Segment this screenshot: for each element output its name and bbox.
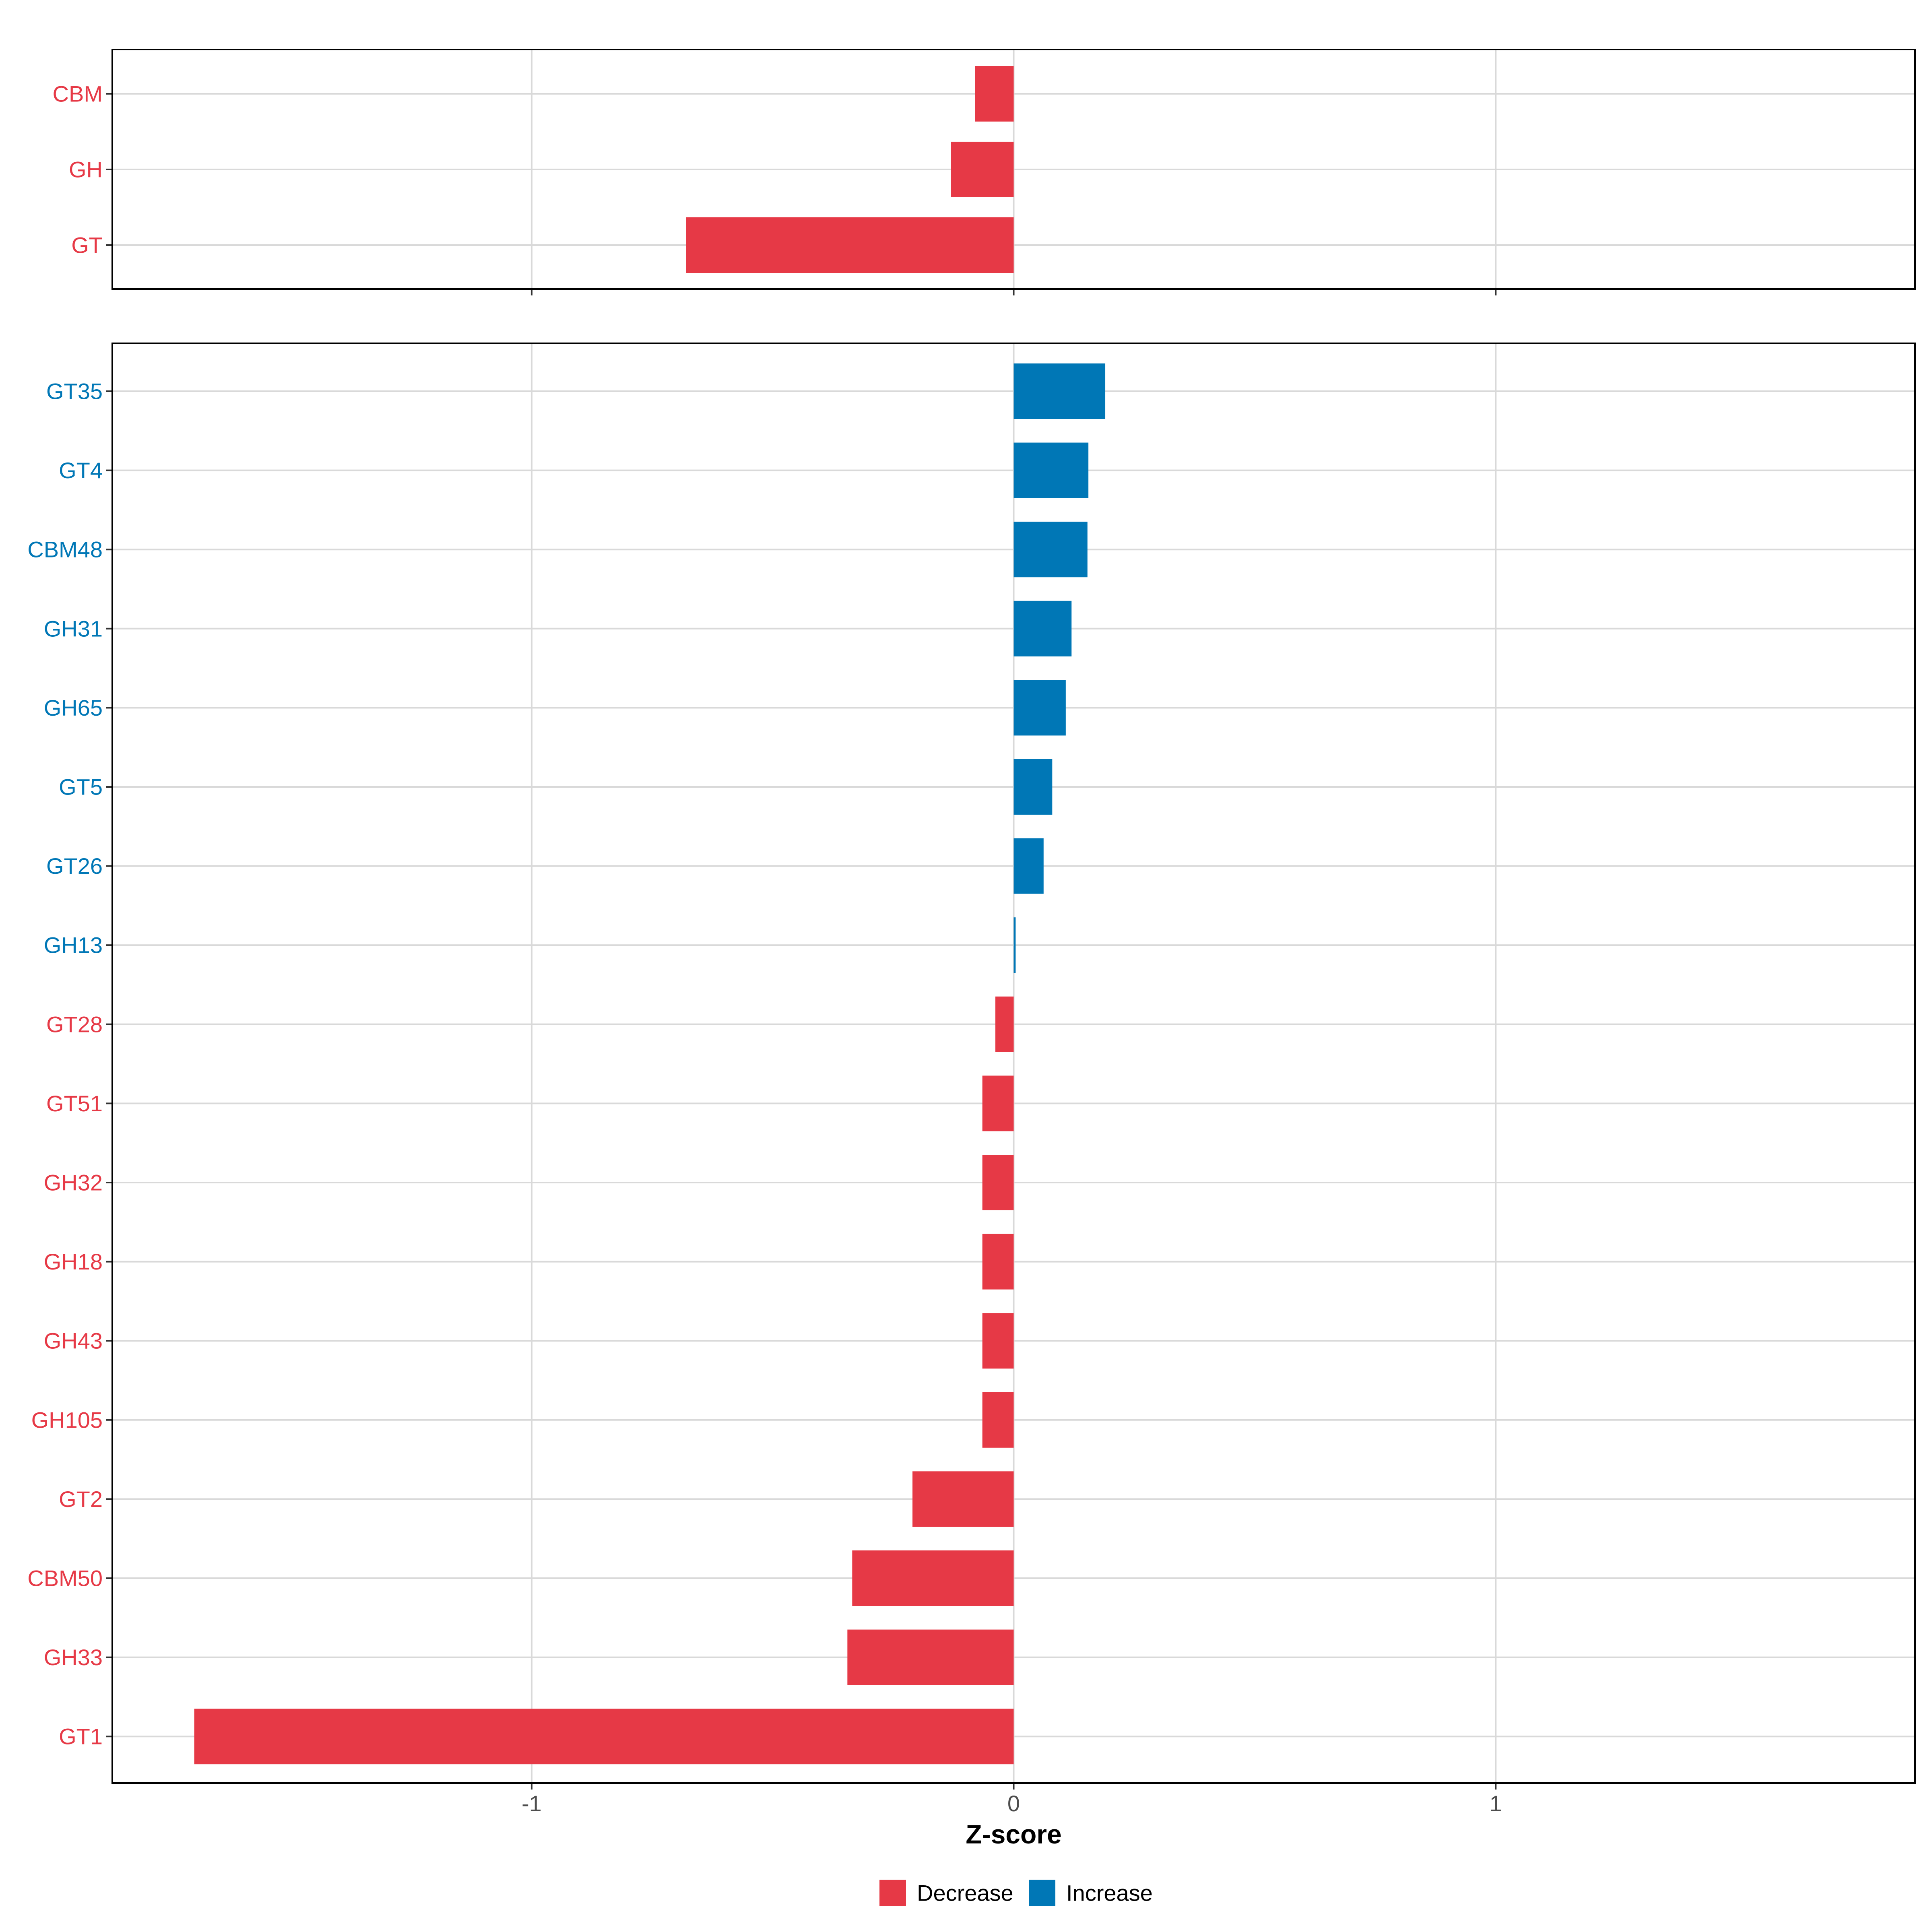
bar-gh18 bbox=[982, 1234, 1014, 1290]
bar-gh13 bbox=[1013, 917, 1016, 973]
y-tick-label-gt5: GT5 bbox=[59, 774, 103, 800]
bar-gt28 bbox=[995, 996, 1014, 1052]
y-tick-label-gt35: GT35 bbox=[46, 379, 103, 404]
y-tick-label-gt1: GT1 bbox=[59, 1724, 103, 1749]
panel-frame bbox=[111, 49, 1916, 290]
panel-frame bbox=[111, 343, 1916, 1784]
x-axis-title: Z-score bbox=[966, 1819, 1061, 1849]
panel-class-level: CBM GH GT bbox=[53, 49, 1916, 295]
y-tick-label-gt4: GT4 bbox=[59, 458, 103, 483]
x-axis: -1 0 1 bbox=[522, 1791, 1502, 1816]
bar-cbm bbox=[975, 66, 1014, 122]
y-tick-label-gt28: GT28 bbox=[46, 1011, 103, 1037]
y-tick-label-gt51: GT51 bbox=[46, 1091, 103, 1116]
bar-cbm50 bbox=[852, 1550, 1014, 1606]
legend-key-decrease bbox=[879, 1880, 906, 1906]
bar-gh43 bbox=[982, 1313, 1014, 1369]
bar-gt51 bbox=[982, 1075, 1014, 1131]
legend-label-increase: Increase bbox=[1066, 1880, 1153, 1906]
x-tick-label: -1 bbox=[522, 1791, 542, 1816]
bar-gh65 bbox=[1013, 680, 1066, 736]
bar-gt bbox=[686, 217, 1014, 273]
bar-cbm48 bbox=[1013, 522, 1088, 578]
y-tick-label-gh33: GH33 bbox=[44, 1645, 103, 1670]
bar-gh32 bbox=[982, 1155, 1014, 1210]
panel-family-level: GT35 GT4 CBM48 GH31 GH65 GT5 GT26 GH13 GT28 GT51 G… bbox=[27, 343, 1916, 1790]
y-tick-label-gh105: GH105 bbox=[31, 1407, 103, 1432]
bar-gh105 bbox=[982, 1392, 1014, 1448]
y-tick-label-gt: GT bbox=[71, 233, 103, 258]
bar-gt4 bbox=[1013, 442, 1089, 498]
bar-gt5 bbox=[1013, 759, 1053, 815]
x-tick-label: 1 bbox=[1490, 1791, 1502, 1816]
legend-key-increase bbox=[1029, 1880, 1055, 1906]
y-tick-label-gh65: GH65 bbox=[44, 695, 103, 720]
bar-gt26 bbox=[1013, 838, 1044, 894]
legend: Decrease Increase bbox=[879, 1880, 1153, 1906]
legend-label-decrease: Decrease bbox=[917, 1880, 1013, 1906]
y-tick-label-gt2: GT2 bbox=[59, 1486, 103, 1512]
bar-gh33 bbox=[847, 1629, 1014, 1685]
bar-gt2 bbox=[912, 1471, 1014, 1527]
y-tick-label-gh43: GH43 bbox=[44, 1328, 103, 1354]
y-tick-label-gh: GH bbox=[69, 157, 103, 182]
y-tick-label-cbm: CBM bbox=[53, 81, 103, 107]
bar-gh bbox=[951, 142, 1014, 197]
y-tick-label-gh32: GH32 bbox=[44, 1170, 103, 1195]
y-tick-label-cbm50: CBM50 bbox=[27, 1566, 103, 1591]
bar-gh31 bbox=[1013, 601, 1072, 656]
x-tick-label: 0 bbox=[1007, 1791, 1020, 1816]
bar-gt35 bbox=[1013, 363, 1106, 419]
y-tick-label-gh31: GH31 bbox=[44, 616, 103, 641]
y-tick-label-gt26: GT26 bbox=[46, 853, 103, 879]
bar-gt1 bbox=[194, 1709, 1014, 1765]
y-tick-label-cbm48: CBM48 bbox=[27, 537, 103, 562]
y-tick-label-gh13: GH13 bbox=[44, 933, 103, 958]
y-tick-label-gh18: GH18 bbox=[44, 1249, 103, 1274]
